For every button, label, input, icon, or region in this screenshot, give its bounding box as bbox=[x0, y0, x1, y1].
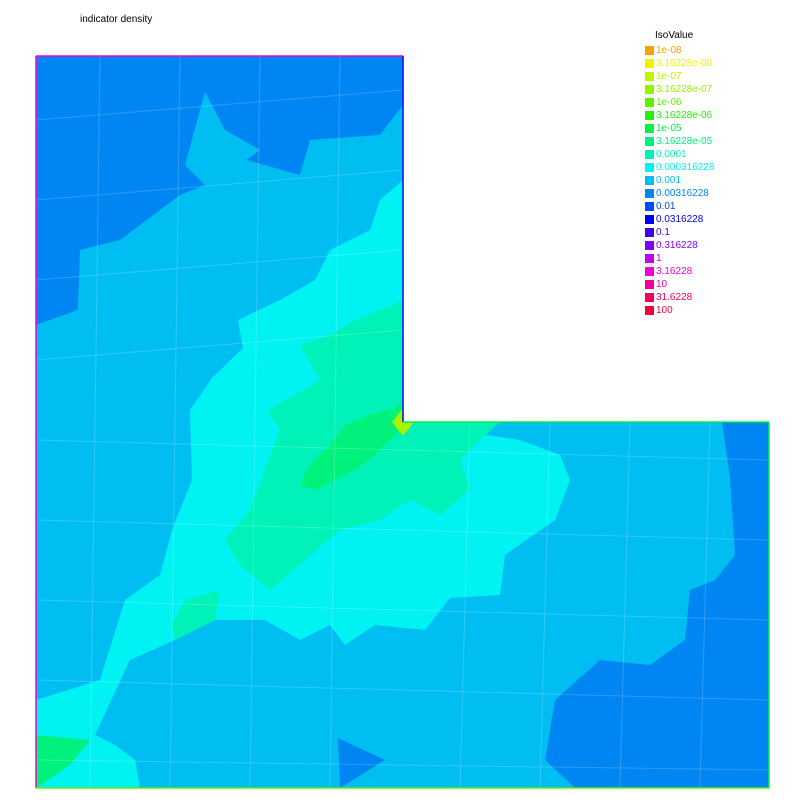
legend-label: 0.0316228 bbox=[656, 214, 704, 225]
region-0p00316-top bbox=[36, 56, 403, 325]
legend-item: 1e-07 bbox=[645, 70, 714, 83]
legend-swatch bbox=[645, 267, 654, 276]
legend-swatch bbox=[645, 189, 654, 198]
legend-swatch bbox=[645, 215, 654, 224]
legend-swatch bbox=[645, 98, 654, 107]
legend-label: 0.001 bbox=[656, 175, 682, 186]
legend-swatch bbox=[645, 124, 654, 133]
legend-item: 0.00316228 bbox=[645, 187, 714, 200]
legend-label: 1e-08 bbox=[656, 45, 682, 56]
legend-item: 3.16228e-06 bbox=[645, 109, 714, 122]
legend-swatch bbox=[645, 46, 654, 55]
legend-item: 0.000316228 bbox=[645, 161, 714, 174]
legend-item: 1e-05 bbox=[645, 122, 714, 135]
legend-swatch bbox=[645, 306, 654, 315]
region-0p001-patch-top bbox=[185, 92, 260, 185]
legend-item: 3.16228 bbox=[645, 265, 714, 278]
legend-label: 0.00316228 bbox=[656, 188, 709, 199]
legend-swatch bbox=[645, 202, 654, 211]
legend-label: 1e-06 bbox=[656, 97, 682, 108]
legend-swatch bbox=[645, 59, 654, 68]
legend-swatch bbox=[645, 254, 654, 263]
legend-item: 1 bbox=[645, 252, 714, 265]
plot-title: indicator density bbox=[80, 14, 153, 25]
legend-item: 0.1 bbox=[645, 226, 714, 239]
legend-label: 31.6228 bbox=[656, 292, 693, 303]
region-3p16e-05 bbox=[300, 400, 403, 490]
region-0p00316-right bbox=[545, 422, 769, 788]
legend-item: 0.316228 bbox=[645, 239, 714, 252]
legend-swatch bbox=[645, 280, 654, 289]
legend-label: 3.16228e-07 bbox=[656, 84, 713, 95]
region-0p00316-bottom-left bbox=[338, 738, 385, 788]
legend-item: 3.16228e-07 bbox=[645, 83, 714, 96]
legend-label: 0.0001 bbox=[656, 149, 687, 160]
legend-label: 1 bbox=[656, 253, 662, 264]
legend-swatch bbox=[645, 176, 654, 185]
region-3p16e-05-bottom-left bbox=[36, 735, 90, 788]
legend-item: 0.001 bbox=[645, 174, 714, 187]
legend-swatch bbox=[645, 228, 654, 237]
legend-label: 100 bbox=[656, 305, 673, 316]
legend-item: 0.0001 bbox=[645, 148, 714, 161]
legend-item: 0.01 bbox=[645, 200, 714, 213]
legend-item: 3.16228e-08 bbox=[645, 57, 714, 70]
legend-swatch bbox=[645, 293, 654, 302]
legend-swatch bbox=[645, 72, 654, 81]
legend-item: 10 bbox=[645, 278, 714, 291]
legend-swatch bbox=[645, 163, 654, 172]
legend-item: 31.6228 bbox=[645, 291, 714, 304]
legend-label: 0.01 bbox=[656, 201, 676, 212]
legend-item: 1e-08 bbox=[645, 44, 714, 57]
legend-item: 100 bbox=[645, 304, 714, 317]
legend-item: 3.16228e-05 bbox=[645, 135, 714, 148]
mesh-lines bbox=[36, 56, 769, 788]
legend-item: 1e-06 bbox=[645, 96, 714, 109]
legend-item: 0.0316228 bbox=[645, 213, 714, 226]
legend-swatch bbox=[645, 150, 654, 159]
legend-label: 0.316228 bbox=[656, 240, 698, 251]
legend-label: 1e-07 bbox=[656, 71, 682, 82]
legend-label: 10 bbox=[656, 279, 668, 290]
legend-swatch bbox=[645, 241, 654, 250]
legend-label: 3.16228 bbox=[656, 266, 693, 277]
domain-boundary bbox=[35, 55, 770, 789]
legend-swatch bbox=[645, 85, 654, 94]
region-0p0001-left bbox=[172, 590, 220, 640]
legend-label: 0.1 bbox=[656, 227, 670, 238]
legend-swatch bbox=[645, 137, 654, 146]
legend: 1e-08 3.16228e-08 1e-07 3.16228e-07 1e-06 3.1… bbox=[645, 44, 714, 317]
legend-label: 3.16228e-08 bbox=[656, 58, 713, 69]
legend-label: 3.16228e-05 bbox=[656, 136, 713, 147]
legend-swatch bbox=[645, 111, 654, 120]
legend-label: 1e-05 bbox=[656, 123, 682, 134]
legend-label: 0.000316228 bbox=[656, 162, 715, 173]
legend-title: IsoValue bbox=[655, 30, 694, 41]
legend-label: 3.16228e-06 bbox=[656, 110, 713, 121]
